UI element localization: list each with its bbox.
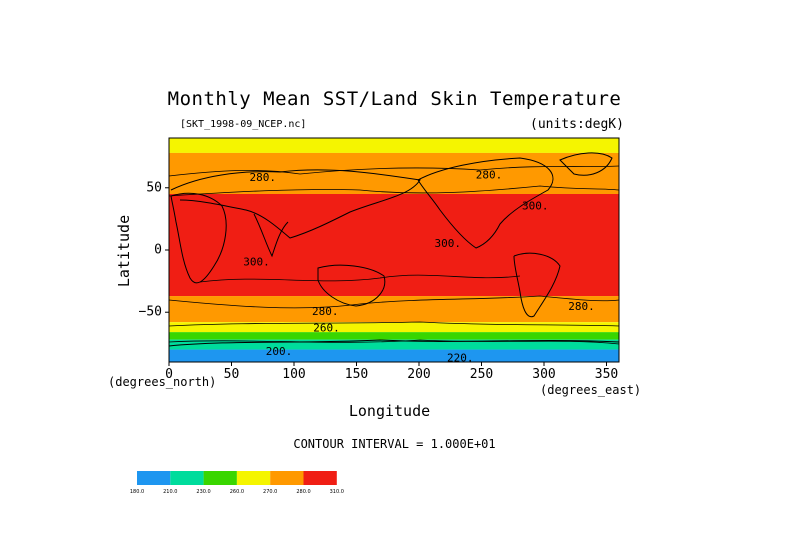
legend-label: 260.0 xyxy=(230,489,244,495)
contour-label: 280. xyxy=(568,300,595,313)
contour-label: 260. xyxy=(313,321,340,334)
continent-outline xyxy=(168,339,620,347)
x-unit-label: (degrees_east) xyxy=(540,383,642,397)
contour-label: 280. xyxy=(312,305,339,318)
legend-label: 270.0 xyxy=(263,489,277,495)
x-tick-label: 50 xyxy=(224,367,240,382)
contour-label: 300. xyxy=(243,255,270,268)
continent-outline xyxy=(170,169,421,239)
contour-interval-text: CONTOUR INTERVAL = 1.000E+01 xyxy=(293,437,496,451)
continent-outline xyxy=(417,157,554,249)
x-tick-label: 200 xyxy=(407,367,430,382)
contour-label: 200. xyxy=(266,345,293,358)
x-tick-label: 100 xyxy=(282,367,305,382)
x-axis-label-text: Longitude xyxy=(348,402,431,420)
legend-label: 210.0 xyxy=(163,489,177,495)
temperature-band xyxy=(169,138,619,153)
y-unit-label: (degrees_north) xyxy=(108,375,217,389)
continent-outlines xyxy=(168,152,620,347)
x-tick-label: 350 xyxy=(595,367,618,382)
legend-label: 280.0 xyxy=(296,489,310,495)
temperature-band xyxy=(169,339,619,350)
continent-outline xyxy=(513,252,561,318)
x-tick-label: 300 xyxy=(532,367,555,382)
x-tick-label: 250 xyxy=(470,367,493,382)
y-tick-label: −50 xyxy=(139,305,162,320)
temperature-band xyxy=(169,322,619,333)
contour-label: 300. xyxy=(522,199,549,212)
chart-title: Monthly Mean SST/Land Skin Temperature xyxy=(167,88,622,110)
contour-label: 280. xyxy=(476,168,503,181)
temperature-band xyxy=(169,332,619,340)
x-axis-label: Longitude xyxy=(0,402,789,420)
continent-outline xyxy=(253,213,289,258)
temperature-band xyxy=(169,349,619,362)
y-tick-label: 50 xyxy=(146,180,162,195)
x-tick-label: 150 xyxy=(345,367,368,382)
units-label: (units:degK) xyxy=(530,117,624,132)
contour-label: 280. xyxy=(250,171,277,184)
contour-line xyxy=(168,321,620,327)
contour-line xyxy=(199,274,521,283)
legend-swatch xyxy=(236,471,271,485)
continent-outline xyxy=(317,264,386,307)
continent-outline xyxy=(559,152,613,176)
contour-line xyxy=(168,165,620,177)
contour-line xyxy=(168,185,620,197)
legend-swatch xyxy=(303,471,337,485)
legend-swatch xyxy=(270,471,304,485)
contour-lines xyxy=(168,165,620,345)
continent-outline xyxy=(170,192,227,284)
y-tick-label: 0 xyxy=(154,243,162,258)
contour-line xyxy=(168,295,620,309)
temperature-field xyxy=(169,138,619,362)
contour-label: 220. xyxy=(447,351,474,364)
contour-label: 300. xyxy=(435,237,462,250)
legend-label: 180.0 xyxy=(130,489,144,495)
temperature-band xyxy=(169,194,619,297)
legend-swatch xyxy=(137,471,171,485)
legend-label: 310.0 xyxy=(330,489,344,495)
legend-label: 230.0 xyxy=(196,489,210,495)
x-tick-label: 0 xyxy=(165,367,173,382)
temperature-band xyxy=(169,152,619,194)
source-file-label: [SKT_1998-09_NCEP.nc] xyxy=(180,119,307,130)
legend-swatch xyxy=(203,471,237,485)
legend-swatch xyxy=(170,471,204,485)
temperature-band xyxy=(169,296,619,323)
color-legend: 180.0 210.0 230.0 260.0 270.0 280.0 310.0 xyxy=(130,471,344,495)
